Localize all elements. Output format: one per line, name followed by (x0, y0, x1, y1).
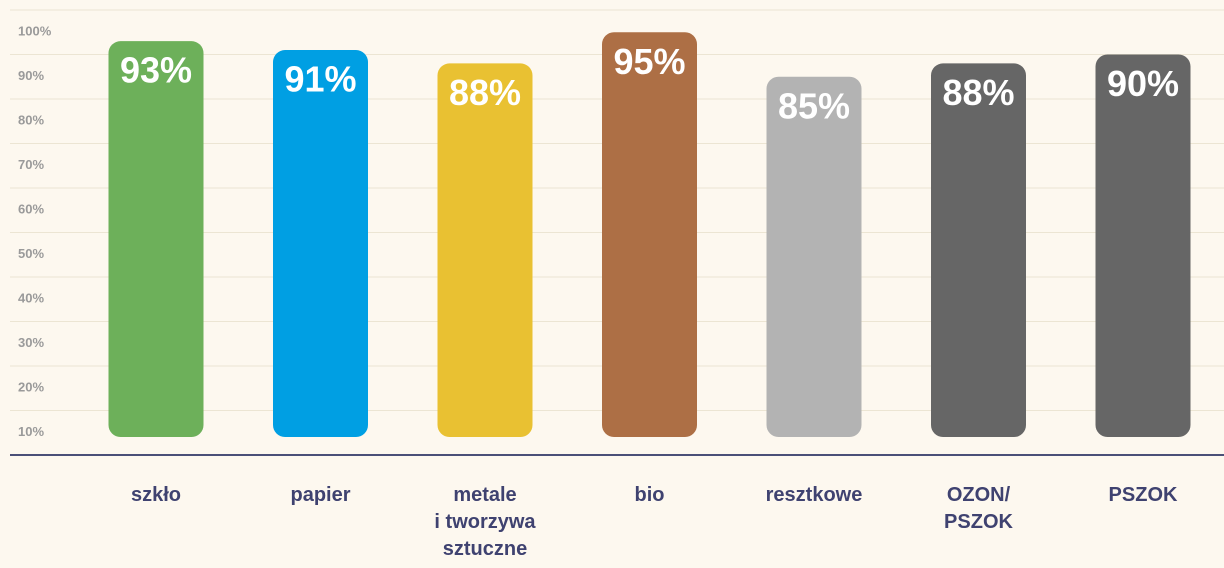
value-label: 85% (778, 85, 850, 126)
x-tick-label: metale i tworzywa sztuczne (434, 484, 536, 560)
y-tick-label: 20% (18, 379, 44, 394)
bar (931, 63, 1026, 438)
value-label: 91% (284, 59, 356, 100)
x-tick-label: PSZOK (1108, 484, 1178, 506)
y-tick-label: 60% (18, 201, 44, 216)
y-tick-label: 10% (18, 424, 44, 439)
x-tick-label: OZON/ PSZOK (944, 484, 1013, 533)
x-tick-label: resztkowe (765, 484, 863, 506)
value-label: 95% (613, 41, 685, 82)
bar (108, 41, 204, 438)
y-tick-label: 30% (18, 335, 44, 350)
bar (766, 76, 862, 437)
y-tick-label: 70% (18, 157, 44, 172)
bar (273, 50, 368, 438)
value-label: 88% (449, 72, 521, 113)
value-label: 88% (942, 72, 1014, 113)
x-tick-label: szkło (130, 484, 182, 506)
bar (437, 63, 533, 438)
value-label: 90% (1107, 63, 1179, 104)
y-tick-label: 50% (18, 246, 44, 261)
y-tick-label: 40% (18, 290, 44, 305)
x-tick-label: papier (290, 484, 351, 506)
bar (1095, 54, 1191, 437)
y-tick-label: 80% (18, 112, 44, 127)
y-tick-label: 100% (18, 23, 52, 38)
value-label: 93% (120, 50, 192, 91)
x-tick-label: bio (634, 484, 665, 506)
bar (602, 32, 697, 437)
y-tick-label: 90% (18, 68, 44, 83)
